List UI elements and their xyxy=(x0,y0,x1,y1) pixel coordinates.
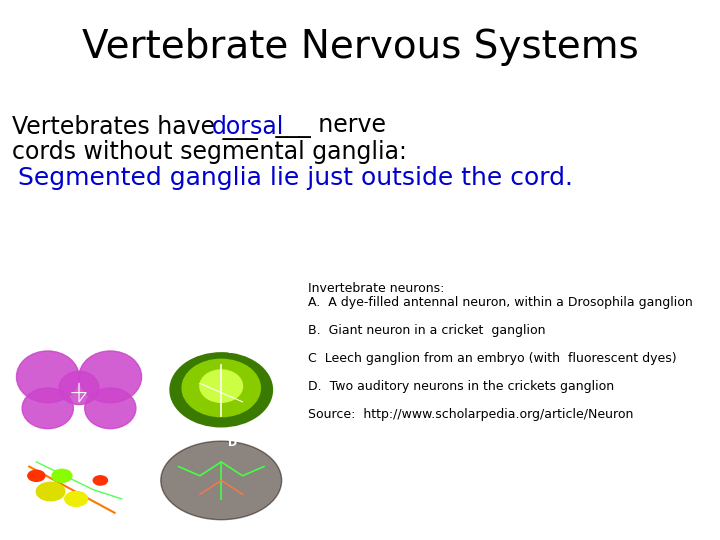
Text: B.  Giant neuron in a cricket  ganglion: B. Giant neuron in a cricket ganglion xyxy=(308,323,546,336)
Ellipse shape xyxy=(85,388,136,429)
Text: D: D xyxy=(228,438,238,448)
Circle shape xyxy=(28,470,45,481)
Circle shape xyxy=(36,482,65,501)
Text: C: C xyxy=(12,438,20,448)
Circle shape xyxy=(65,491,88,507)
Text: C  Leech ganglion from an embryo (with  fluorescent dyes): C Leech ganglion from an embryo (with fl… xyxy=(308,352,677,365)
Text: cords without segmental ganglia:: cords without segmental ganglia: xyxy=(12,140,407,165)
Text: Invertebrate neurons:: Invertebrate neurons: xyxy=(308,282,444,295)
Ellipse shape xyxy=(200,370,243,402)
Circle shape xyxy=(94,476,107,485)
Ellipse shape xyxy=(22,388,73,429)
Ellipse shape xyxy=(170,353,272,427)
Ellipse shape xyxy=(79,351,142,403)
Text: Segmented ganglia lie just outside the cord.: Segmented ganglia lie just outside the c… xyxy=(18,166,573,191)
Ellipse shape xyxy=(59,372,99,404)
Text: Source:  http://www.scholarpedia.org/article/Neuron: Source: http://www.scholarpedia.org/arti… xyxy=(308,408,634,421)
Text: Vertebrates have ___: Vertebrates have ___ xyxy=(12,114,266,139)
Circle shape xyxy=(52,469,72,482)
Text: Vertebrate Nervous Systems: Vertebrate Nervous Systems xyxy=(81,28,639,66)
Ellipse shape xyxy=(182,359,261,417)
Text: ___ nerve: ___ nerve xyxy=(269,114,387,138)
Text: A: A xyxy=(12,346,21,355)
Text: A.  A dye-filled antennal neuron, within a Drosophila ganglion: A. A dye-filled antennal neuron, within … xyxy=(308,295,693,309)
Text: D.  Two auditory neurons in the crickets ganglion: D. Two auditory neurons in the crickets … xyxy=(308,380,614,393)
Text: B: B xyxy=(228,346,237,355)
Ellipse shape xyxy=(17,351,79,403)
Text: dorsal: dorsal xyxy=(212,114,284,138)
Ellipse shape xyxy=(161,441,282,519)
